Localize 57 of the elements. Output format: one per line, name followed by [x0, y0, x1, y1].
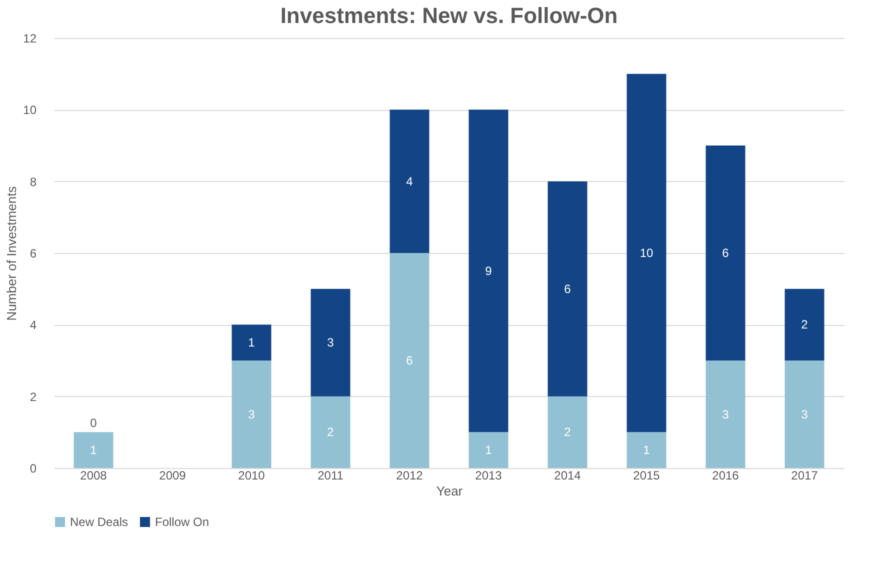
- bar: [468, 432, 508, 468]
- bar: [390, 253, 430, 468]
- bar: [784, 360, 824, 468]
- bar: [232, 360, 272, 468]
- x-tick-label: 2013: [475, 468, 502, 482]
- bar: [626, 432, 666, 468]
- y-tick-label: 2: [30, 390, 37, 404]
- bar: [784, 288, 824, 360]
- x-tick-label: 2014: [554, 468, 582, 482]
- bar: [548, 181, 588, 396]
- legend-label: New Deals: [70, 515, 128, 529]
- data-label: 6: [406, 354, 414, 368]
- data-label: 4: [406, 174, 414, 188]
- y-axis-title: Number of Investments: [4, 186, 20, 321]
- chart-title: Investments: New vs. Follow-On: [280, 3, 618, 28]
- data-label: 1: [485, 443, 492, 458]
- data-label: 6: [564, 282, 572, 296]
- x-tick-label: 2008: [80, 468, 108, 482]
- y-tick-label: 6: [30, 246, 37, 260]
- x-tick-label: 2015: [633, 468, 660, 482]
- y-tick-label: 12: [23, 32, 37, 46]
- bar: [232, 324, 272, 360]
- data-label: 1: [248, 336, 256, 350]
- bar: [390, 110, 430, 253]
- data-label: 10: [640, 246, 654, 260]
- data-label: 2: [327, 425, 334, 440]
- x-tick-label: 2010: [238, 468, 266, 482]
- y-tick-label: 0: [30, 462, 37, 476]
- data-label: 3: [801, 407, 808, 422]
- data-label: 1: [643, 443, 650, 458]
- bar: [74, 432, 114, 468]
- data-label: 9: [485, 264, 492, 278]
- x-axis-title: Year: [436, 484, 464, 498]
- y-tick-label: 10: [23, 103, 37, 118]
- x-tick-label: 2009: [159, 468, 186, 482]
- bar: [626, 74, 666, 432]
- data-label: 1: [90, 443, 98, 458]
- bar: [468, 110, 508, 432]
- x-tick-label: 2016: [712, 468, 740, 482]
- data-label: 3: [327, 336, 334, 350]
- bar: [310, 396, 350, 468]
- bar: [706, 360, 746, 468]
- data-label: 3: [722, 407, 730, 422]
- x-tick-label: 2011: [318, 468, 344, 482]
- data-label: 3: [248, 407, 256, 422]
- data-label: 2: [801, 318, 808, 332]
- x-tick-label: 2017: [791, 468, 818, 482]
- bar: [310, 288, 350, 396]
- data-label: 0: [90, 416, 98, 430]
- y-tick-label: 4: [30, 318, 37, 332]
- legend-label: Follow On: [155, 515, 210, 529]
- x-tick-label: 2012: [396, 468, 424, 482]
- bar: [706, 146, 746, 360]
- data-label: 6: [722, 246, 730, 260]
- bar: [548, 396, 588, 468]
- y-tick-label: 8: [30, 174, 37, 189]
- data-label: 2: [564, 425, 572, 440]
